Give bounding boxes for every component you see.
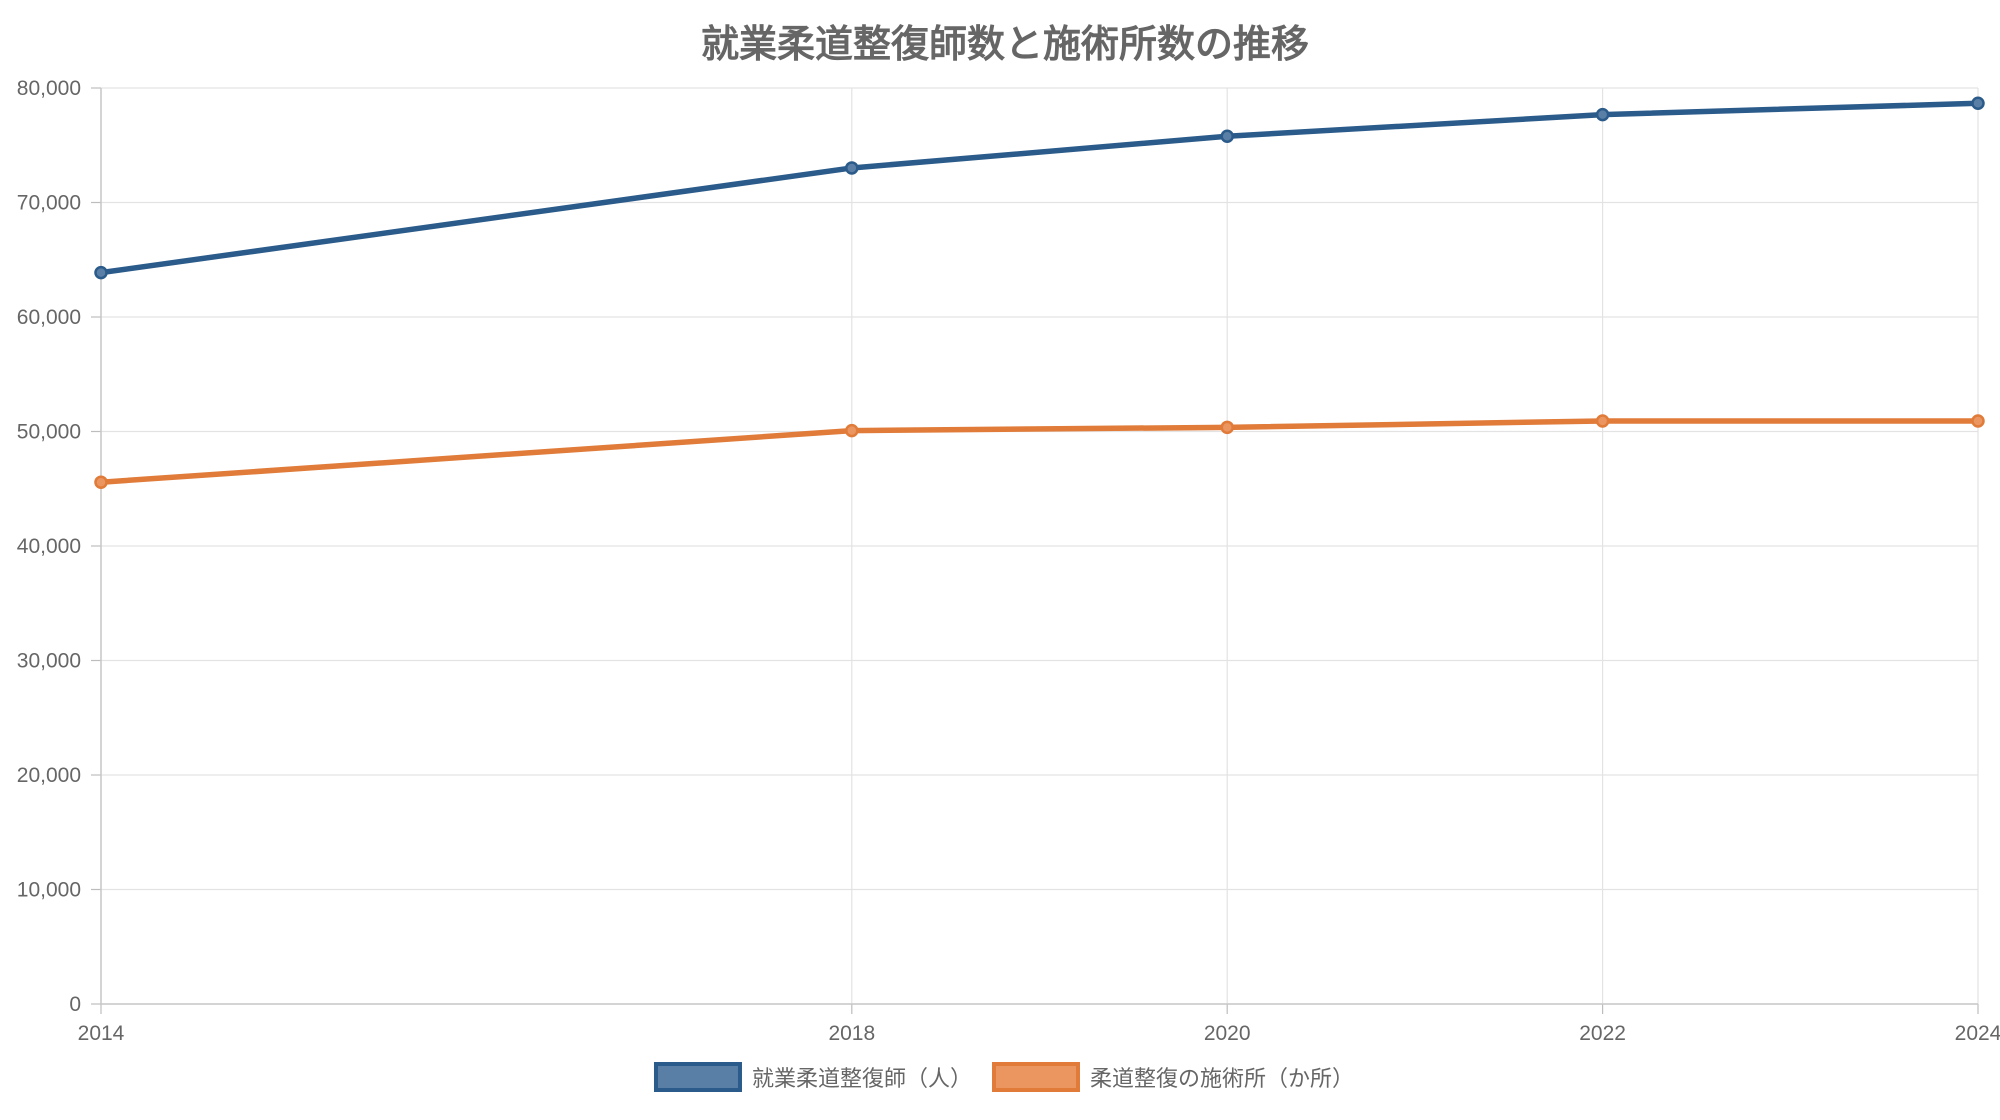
data-point bbox=[1595, 414, 1610, 428]
axes bbox=[91, 87, 1979, 1014]
legend-item-1[interactable]: 就業柔道整復師（人） bbox=[653, 1062, 972, 1092]
data-point bbox=[94, 265, 108, 280]
legend[interactable]: 就業柔道整復師（人） 柔道整復の施術所（か所） bbox=[653, 1062, 1354, 1092]
data-point bbox=[1971, 414, 1985, 428]
data-point bbox=[845, 161, 859, 175]
data-point bbox=[1595, 107, 1610, 122]
y-tick-label: 40,000 bbox=[17, 535, 81, 558]
series-lines bbox=[94, 96, 1985, 489]
y-tick-label: 60,000 bbox=[17, 306, 81, 329]
legend-label: 就業柔道整復師（人） bbox=[752, 1067, 972, 1092]
series-1 bbox=[94, 96, 1985, 280]
y-tick-label: 50,000 bbox=[17, 421, 81, 444]
series-line bbox=[98, 100, 1981, 276]
x-tick-label: 2022 bbox=[1579, 1022, 1626, 1045]
series-line bbox=[98, 418, 1981, 485]
y-tick-label: 20,000 bbox=[17, 764, 81, 787]
data-point bbox=[1971, 96, 1985, 111]
legend-item-2[interactable]: 柔道整復の施術所（か所） bbox=[992, 1062, 1354, 1092]
y-tick-label: 0 bbox=[69, 993, 81, 1016]
x-tick-label: 2018 bbox=[828, 1022, 875, 1045]
y-tick-label: 30,000 bbox=[17, 650, 81, 673]
y-tick-label: 70,000 bbox=[17, 192, 81, 215]
data-point bbox=[845, 423, 859, 438]
series-2 bbox=[94, 414, 1985, 489]
legend-label: 柔道整復の施術所（か所） bbox=[1090, 1067, 1354, 1092]
x-tick-label: 2014 bbox=[78, 1022, 125, 1045]
data-point bbox=[1220, 129, 1234, 144]
chart-title: 就業柔道整復師数と施術所数の推移 bbox=[701, 22, 1309, 66]
y-tick-label: 10,000 bbox=[17, 879, 81, 902]
x-tick-label: 2024 bbox=[1955, 1022, 2000, 1045]
x-axis-ticks: 2014 2018 2020 2022 2024 bbox=[78, 1022, 2000, 1045]
data-point bbox=[1220, 420, 1234, 435]
data-point bbox=[94, 475, 108, 489]
legend-swatch bbox=[992, 1062, 1080, 1092]
legend-swatch bbox=[653, 1062, 742, 1092]
y-axis-ticks: 0 10,000 20,000 30,000 40,000 50,000 60,000 70,… bbox=[17, 77, 81, 1016]
x-tick-label: 2020 bbox=[1204, 1022, 1251, 1045]
y-tick-label: 80,000 bbox=[17, 77, 81, 100]
grid-lines bbox=[100, 87, 1979, 1005]
